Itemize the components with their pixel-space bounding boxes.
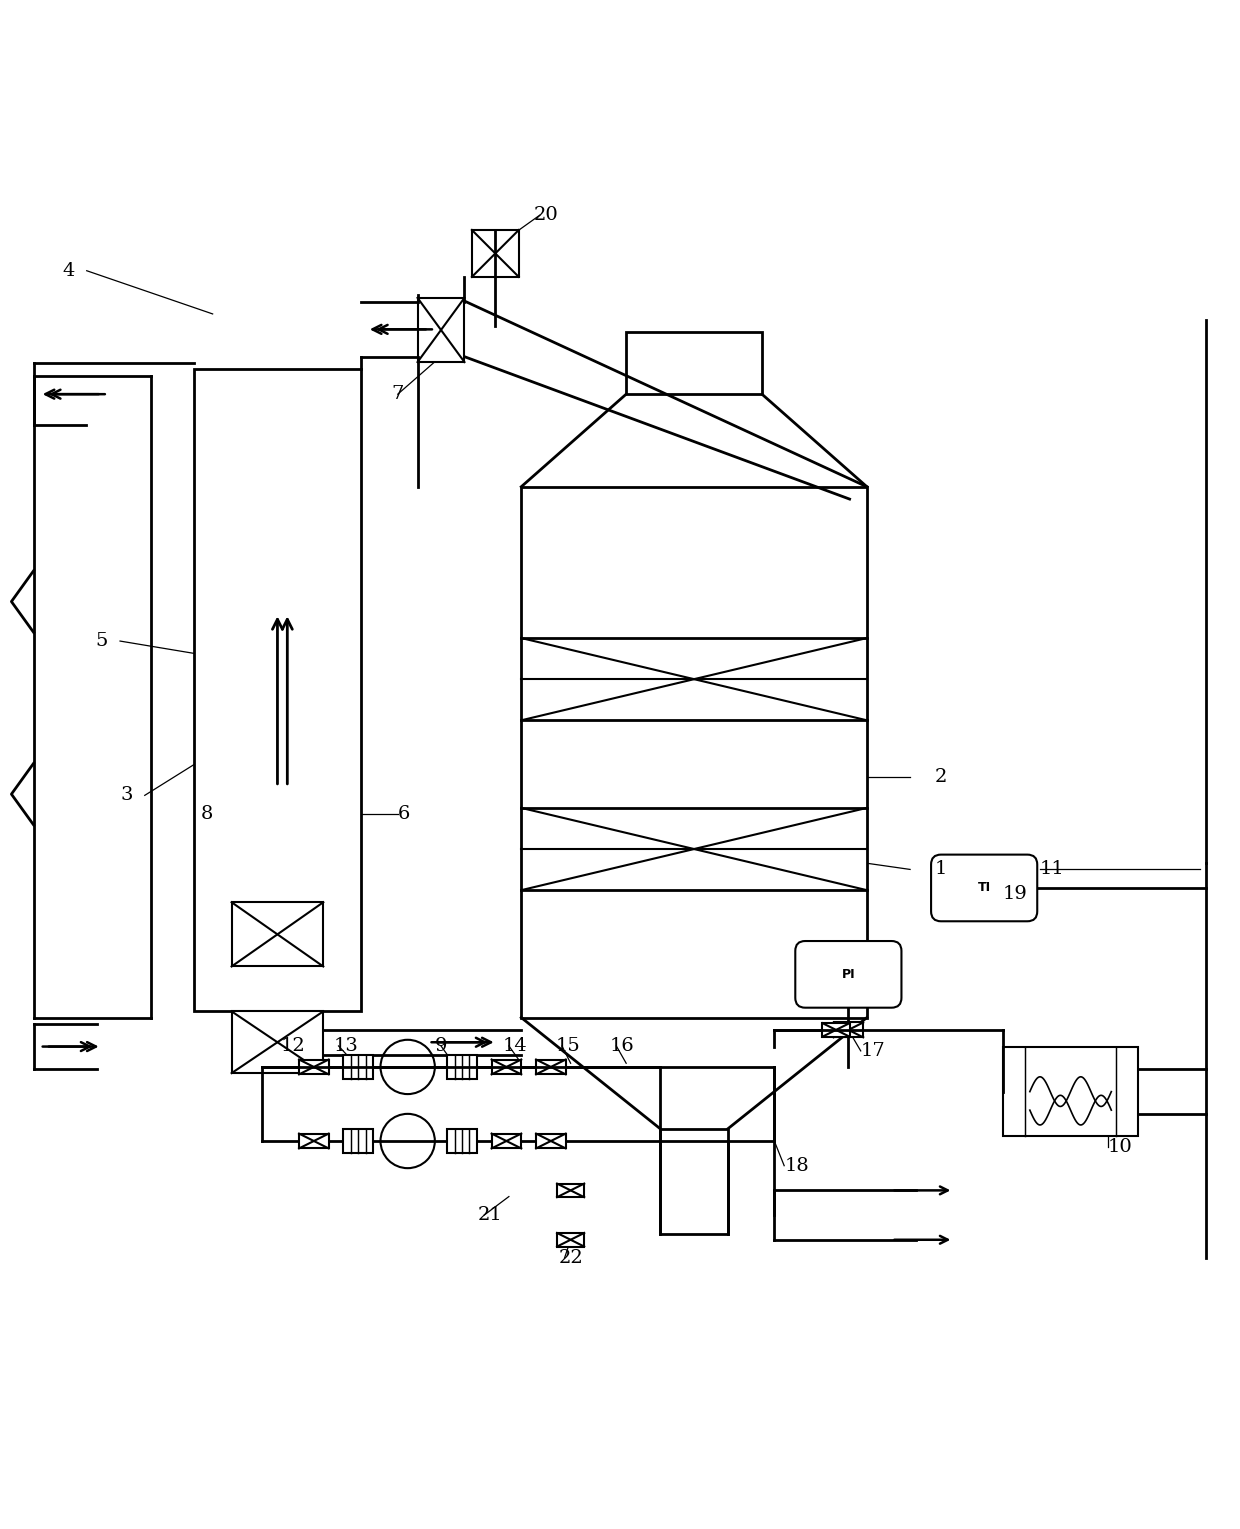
Bar [491,1060,521,1075]
Text: 3: 3 [120,786,133,804]
Bar [536,1133,565,1148]
Text: 14: 14 [502,1037,527,1055]
Bar [448,1128,477,1153]
Text: 17: 17 [861,1041,885,1060]
Bar [343,1055,373,1079]
Bar [448,1055,477,1079]
Bar [299,1133,329,1148]
FancyBboxPatch shape [795,940,901,1008]
Bar [232,902,324,966]
Bar [557,1183,584,1197]
Text: 15: 15 [556,1037,580,1055]
Bar [833,1023,863,1037]
Text: 5: 5 [95,631,108,650]
Bar [557,1232,584,1246]
Text: 4: 4 [62,261,74,280]
Bar [660,1128,728,1234]
Bar [418,298,465,362]
Text: TI: TI [977,881,991,894]
Bar [1003,1047,1138,1136]
Text: 13: 13 [334,1037,358,1055]
Bar [195,370,361,1011]
FancyBboxPatch shape [931,855,1037,922]
Bar [299,1060,329,1075]
Text: 6: 6 [398,804,410,823]
Text: 20: 20 [533,206,558,225]
Text: 16: 16 [610,1037,635,1055]
Text: 11: 11 [1039,861,1064,879]
Bar [472,229,518,277]
Text: 9: 9 [435,1037,448,1055]
Text: 7: 7 [392,385,404,404]
Text: 10: 10 [1107,1138,1132,1156]
Text: 8: 8 [201,804,213,823]
Text: 18: 18 [784,1157,808,1174]
Text: 21: 21 [479,1206,502,1225]
Bar [536,1060,565,1075]
Bar [343,1128,373,1153]
Bar [491,1133,521,1148]
Text: 19: 19 [1003,885,1028,904]
Text: 12: 12 [280,1037,305,1055]
Bar [822,1023,849,1037]
Bar [521,486,867,1018]
Bar [626,332,761,394]
Text: 1: 1 [935,861,947,879]
Text: PI: PI [842,968,856,982]
Bar [232,1011,324,1073]
Text: 22: 22 [558,1249,583,1268]
Text: 2: 2 [935,768,947,786]
